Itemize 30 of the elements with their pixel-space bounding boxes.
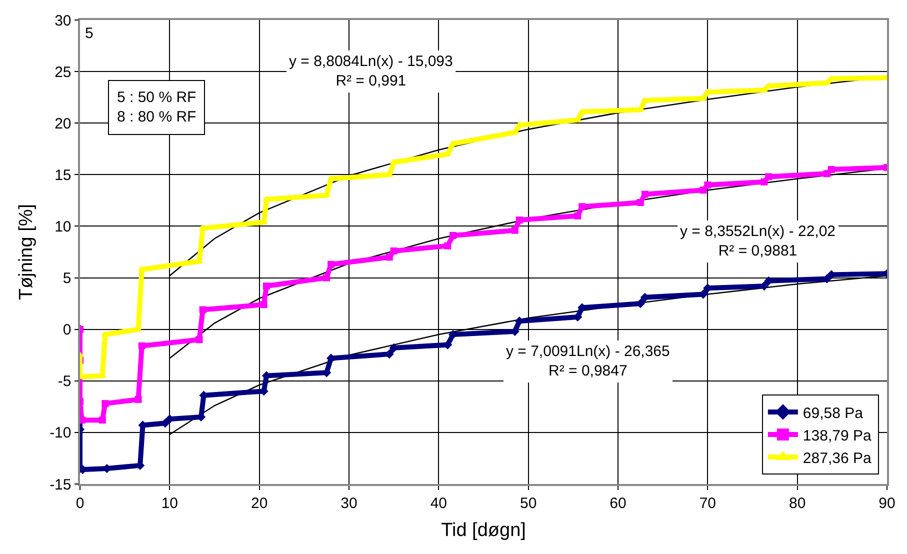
annotation: 5 : 50 % RF 8 : 80 % RF xyxy=(117,89,196,126)
x-tick-label: 60 xyxy=(610,494,626,512)
x-axis-title: Tid [døgn] xyxy=(441,520,526,542)
y-tick-label: 25 xyxy=(54,64,72,81)
y-tick-label: 30 xyxy=(54,12,72,30)
annotation: y = 8,8084Ln(x) - 15,093 R² = 0,991 xyxy=(289,53,453,90)
annotation: y = 8,3552Ln(x) - 22,02 R² = 0,9881 xyxy=(680,223,836,260)
legend-label: 138,79 Pa xyxy=(802,427,872,444)
y-tick-label: 20 xyxy=(54,115,72,132)
y-tick-label: 5 xyxy=(62,270,72,288)
x-tick-label: 50 xyxy=(520,494,537,512)
x-tick-label: 0 xyxy=(76,494,84,512)
x-tick-label: 80 xyxy=(788,494,806,512)
x-tick-label: 70 xyxy=(699,494,716,512)
legend-label: 287,36 Pa xyxy=(802,450,872,467)
x-tick-label: 20 xyxy=(250,494,268,512)
annotation: y = 7,0091Ln(x) - 26,365 R² = 0,9847 xyxy=(506,343,670,380)
annotation: 5 xyxy=(85,25,94,42)
y-tick-label: -5 xyxy=(58,373,72,390)
y-tick-label: 10 xyxy=(54,218,72,236)
y-tick-label: -15 xyxy=(50,476,72,494)
x-tick-label: 40 xyxy=(430,494,448,512)
y-tick-label: 0 xyxy=(62,322,72,339)
x-tick-label: 10 xyxy=(161,494,178,512)
y-tick-label: -10 xyxy=(50,424,72,442)
y-tick-label: 15 xyxy=(54,166,72,184)
y-axis-title: Tøjning [%] xyxy=(16,204,37,300)
legend-label: 69,58 Pa xyxy=(802,404,864,422)
x-tick-label: 90 xyxy=(878,494,896,512)
x-tick-label: 30 xyxy=(340,494,358,512)
